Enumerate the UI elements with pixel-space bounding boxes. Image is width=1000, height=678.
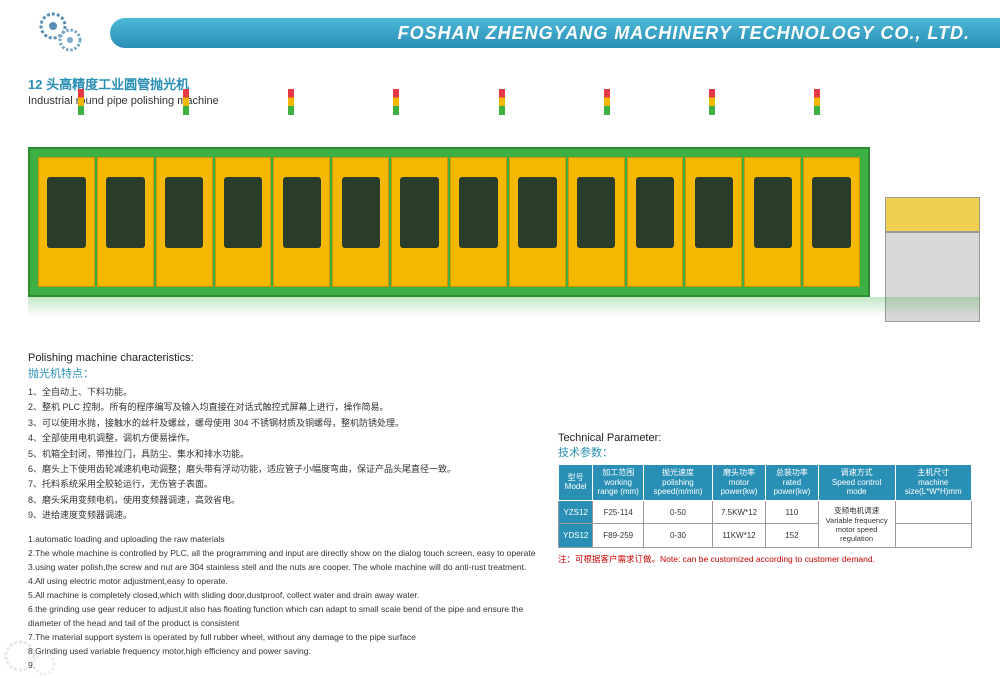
characteristics-column: Polishing machine characteristics: 抛光机特点… <box>28 352 538 673</box>
table-cell: YZS12 <box>559 500 593 524</box>
th-control: 调速方式Speed control mode <box>818 465 895 501</box>
table-cell: 0-50 <box>644 500 713 524</box>
characteristics-title-cn: 抛光机特点： <box>28 365 538 381</box>
char-item-en: 2.The whole machine is controlled by PLC… <box>28 547 538 560</box>
company-name: FOSHAN ZHENGYANG MACHINERY TECHNOLOGY CO… <box>398 23 970 44</box>
machine-unit <box>38 157 95 287</box>
signal-tower-icon <box>814 89 820 115</box>
page-header: FOSHAN ZHENGYANG MACHINERY TECHNOLOGY CO… <box>0 0 1000 66</box>
char-item-cn: 4、全部使用电机调整，调机方便易操作。 <box>28 431 538 445</box>
machine-unit <box>803 157 860 287</box>
signal-tower-icon <box>499 89 505 115</box>
char-item-en: 4.All using electric motor adjustment,ea… <box>28 575 538 588</box>
table-header-row: 型号Model 加工范围working range (mm) 抛光速度polis… <box>559 465 972 501</box>
signal-tower-icon <box>183 89 189 115</box>
char-item-cn: 6、磨头上下使用齿轮减速机电动调整；磨头带有浮动功能，适应管子小幅度弯曲，保证产… <box>28 462 538 476</box>
char-item-en: 8.Grinding used variable frequency motor… <box>28 645 538 658</box>
char-item-cn: 9、进给速度变频器调速。 <box>28 508 538 522</box>
table-cell: F89-259 <box>593 524 644 548</box>
machine-illustration <box>28 117 980 347</box>
characteristics-title-en: Polishing machine characteristics: <box>28 352 538 364</box>
char-item-en: 9. <box>28 659 538 672</box>
tower-lights-row <box>28 89 870 115</box>
machine-unit <box>509 157 566 287</box>
signal-tower-icon <box>393 89 399 115</box>
machine-body <box>28 147 870 297</box>
machine-unit <box>273 157 330 287</box>
th-range: 加工范围working range (mm) <box>593 465 644 501</box>
signal-tower-icon <box>288 89 294 115</box>
table-cell: 152 <box>766 524 819 548</box>
table-cell: 11KW*12 <box>712 524 765 548</box>
parameters-table: 型号Model 加工范围working range (mm) 抛光速度polis… <box>558 464 972 548</box>
th-speed: 抛光速度polishing speed(m/min) <box>644 465 713 501</box>
parameters-note: 注：可根据客户需求订做。Note: can be customized acco… <box>558 553 972 565</box>
parameters-title-cn: 技术参数： <box>558 444 972 460</box>
machine-unit <box>332 157 389 287</box>
char-item-en: 5.All machine is completely closed,which… <box>28 589 538 602</box>
th-motor: 磨头功率motor power(kw) <box>712 465 765 501</box>
logo <box>20 3 100 63</box>
table-cell <box>895 524 971 548</box>
table-cell: 110 <box>766 500 819 524</box>
char-item-cn: 3、可以使用水抛，接触水的丝杆及螺丝，螺母使用 304 不锈钢材质及铜螺母，整机… <box>28 416 538 430</box>
machine-unit <box>450 157 507 287</box>
characteristics-list-cn: 1、全自动上、下料功能。2、整机 PLC 控制。所有的程序编写及输入均直接在对话… <box>28 385 538 523</box>
char-item-en: 6.the grinding use gear reducer to adjus… <box>28 603 538 629</box>
signal-tower-icon <box>78 89 84 115</box>
char-item-en: 3.using water polish,the screw and nut a… <box>28 561 538 574</box>
char-item-cn: 8、磨头采用变频电机，使用变频器调速，高效省电。 <box>28 493 538 507</box>
table-cell: YDS12 <box>559 524 593 548</box>
machine-units-row <box>30 149 868 295</box>
char-item-en: 1.automatic loading and uploading the ra… <box>28 533 538 546</box>
machine-unit <box>744 157 801 287</box>
footer-gears-icon <box>2 636 62 676</box>
floor-reflection <box>28 297 980 317</box>
company-bar: FOSHAN ZHENGYANG MACHINERY TECHNOLOGY CO… <box>110 18 1000 48</box>
cabinet-panel <box>885 197 980 232</box>
machine-unit <box>97 157 154 287</box>
char-item-cn: 5、机箱全封闭，带推拉门，具防尘、集水和排水功能。 <box>28 447 538 461</box>
signal-tower-icon <box>709 89 715 115</box>
machine-unit <box>156 157 213 287</box>
table-cell: F25-114 <box>593 500 644 524</box>
gears-icon <box>35 8 85 58</box>
machine-unit <box>685 157 742 287</box>
th-rated: 总装功率rated power(kw) <box>766 465 819 501</box>
table-cell-control: 变频电机调速Variable frequency motor speed reg… <box>818 500 895 547</box>
char-item-cn: 7、托料系统采用全胶轮运行，无伤管子表面。 <box>28 477 538 491</box>
machine-unit <box>215 157 272 287</box>
table-cell <box>895 500 971 524</box>
table-cell: 7.5KW*12 <box>712 500 765 524</box>
machine-unit <box>391 157 448 287</box>
machine-unit <box>568 157 625 287</box>
char-item-cn: 2、整机 PLC 控制。所有的程序编写及输入均直接在对话式触控式屏幕上进行，操作… <box>28 400 538 414</box>
table-cell: 0-30 <box>644 524 713 548</box>
machine-unit <box>627 157 684 287</box>
parameters-title-en: Technical Parameter: <box>558 432 972 444</box>
parameters-column: Technical Parameter: 技术参数： 型号Model 加工范围w… <box>558 352 972 673</box>
table-row: YZS12F25-1140-507.5KW*12110变频电机调速Variabl… <box>559 500 972 524</box>
char-item-cn: 1、全自动上、下料功能。 <box>28 385 538 399</box>
table-row: YDS12F89-2590-3011KW*12152 <box>559 524 972 548</box>
signal-tower-icon <box>604 89 610 115</box>
char-item-en: 7.The material support system is operate… <box>28 631 538 644</box>
content-row: Polishing machine characteristics: 抛光机特点… <box>28 352 972 673</box>
th-model: 型号Model <box>559 465 593 501</box>
th-size: 主机尺寸machine size(L*W*H)mm <box>895 465 971 501</box>
characteristics-list-en: 1.automatic loading and uploading the ra… <box>28 533 538 673</box>
